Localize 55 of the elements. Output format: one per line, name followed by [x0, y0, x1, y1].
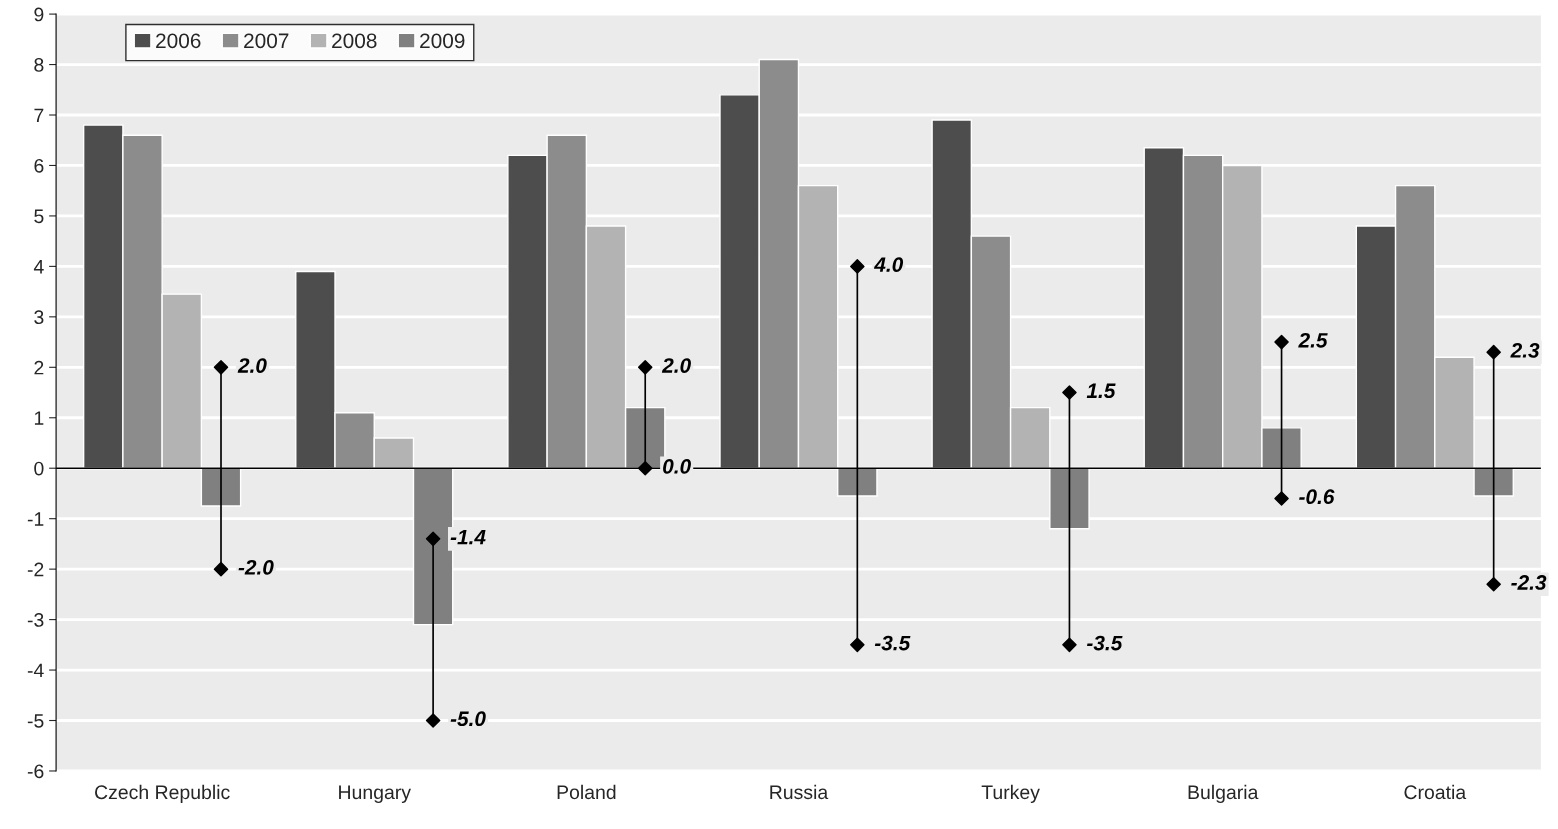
y-tick-label: -6	[27, 764, 44, 779]
point	[213, 360, 229, 375]
x-tick-label: Hungary	[339, 785, 411, 803]
point	[850, 259, 865, 274]
legend-label: 2006	[156, 33, 201, 49]
y-tick-label: 2	[34, 360, 44, 375]
y-tick-label: 9	[34, 7, 44, 22]
point	[1274, 334, 1289, 350]
data-label: 2.0	[237, 358, 267, 373]
data-label: 2.0	[661, 358, 691, 373]
legend-label: 2007	[244, 33, 289, 49]
y-tick-label: -3	[27, 613, 44, 627]
data-label: 2.5	[1298, 332, 1328, 348]
point	[425, 713, 441, 728]
point	[1486, 344, 1501, 360]
y-tick-label: 0	[34, 461, 44, 476]
y-tick-label: 6	[34, 158, 44, 173]
y-tick-label: -1	[27, 512, 44, 526]
data-label: -0.6	[1299, 489, 1335, 505]
data-label: -2.0	[238, 559, 274, 575]
y-tick-label: 5	[34, 209, 44, 224]
data-label: -2.3	[1511, 575, 1547, 590]
data-label: -5.0	[450, 711, 486, 727]
point	[1062, 385, 1077, 400]
point	[637, 360, 653, 375]
point	[850, 637, 865, 653]
x-tick-label: Russia	[770, 784, 829, 800]
point	[1062, 637, 1077, 653]
data-label: 4.0	[873, 257, 904, 272]
x-tick-label: Bulgaria	[1188, 784, 1259, 803]
point	[1274, 491, 1289, 506]
x-tick-label: Poland	[557, 784, 616, 800]
x-tick-label: Czech Republic	[95, 784, 230, 803]
y-tick-label: -5	[27, 714, 44, 728]
y-tick-label: -4	[27, 663, 44, 678]
x-tick-label: Croatia	[1404, 784, 1467, 800]
point	[213, 561, 229, 577]
x-tick-label: Turkey	[981, 784, 1040, 803]
point	[637, 460, 653, 476]
y-tick-label: -2	[27, 562, 44, 577]
point	[1486, 576, 1501, 592]
data-label: 0.0	[663, 459, 691, 474]
y-tick-label: 4	[33, 260, 44, 274]
legend-label: 2008	[332, 33, 377, 49]
y-tick-label: 7	[34, 108, 44, 123]
data-label: 1.5	[1086, 383, 1116, 399]
data-label: 2.3	[1510, 343, 1540, 358]
y-tick-label: 3	[34, 310, 44, 325]
y-tick-label: 1	[34, 411, 44, 425]
data-label: -1.4	[450, 529, 486, 545]
legend-label: 2009	[420, 33, 465, 49]
data-label: -3.5	[1086, 635, 1123, 651]
y-tick-label: 8	[34, 58, 44, 72]
point	[425, 531, 441, 547]
data-label: -3.5	[874, 635, 911, 651]
